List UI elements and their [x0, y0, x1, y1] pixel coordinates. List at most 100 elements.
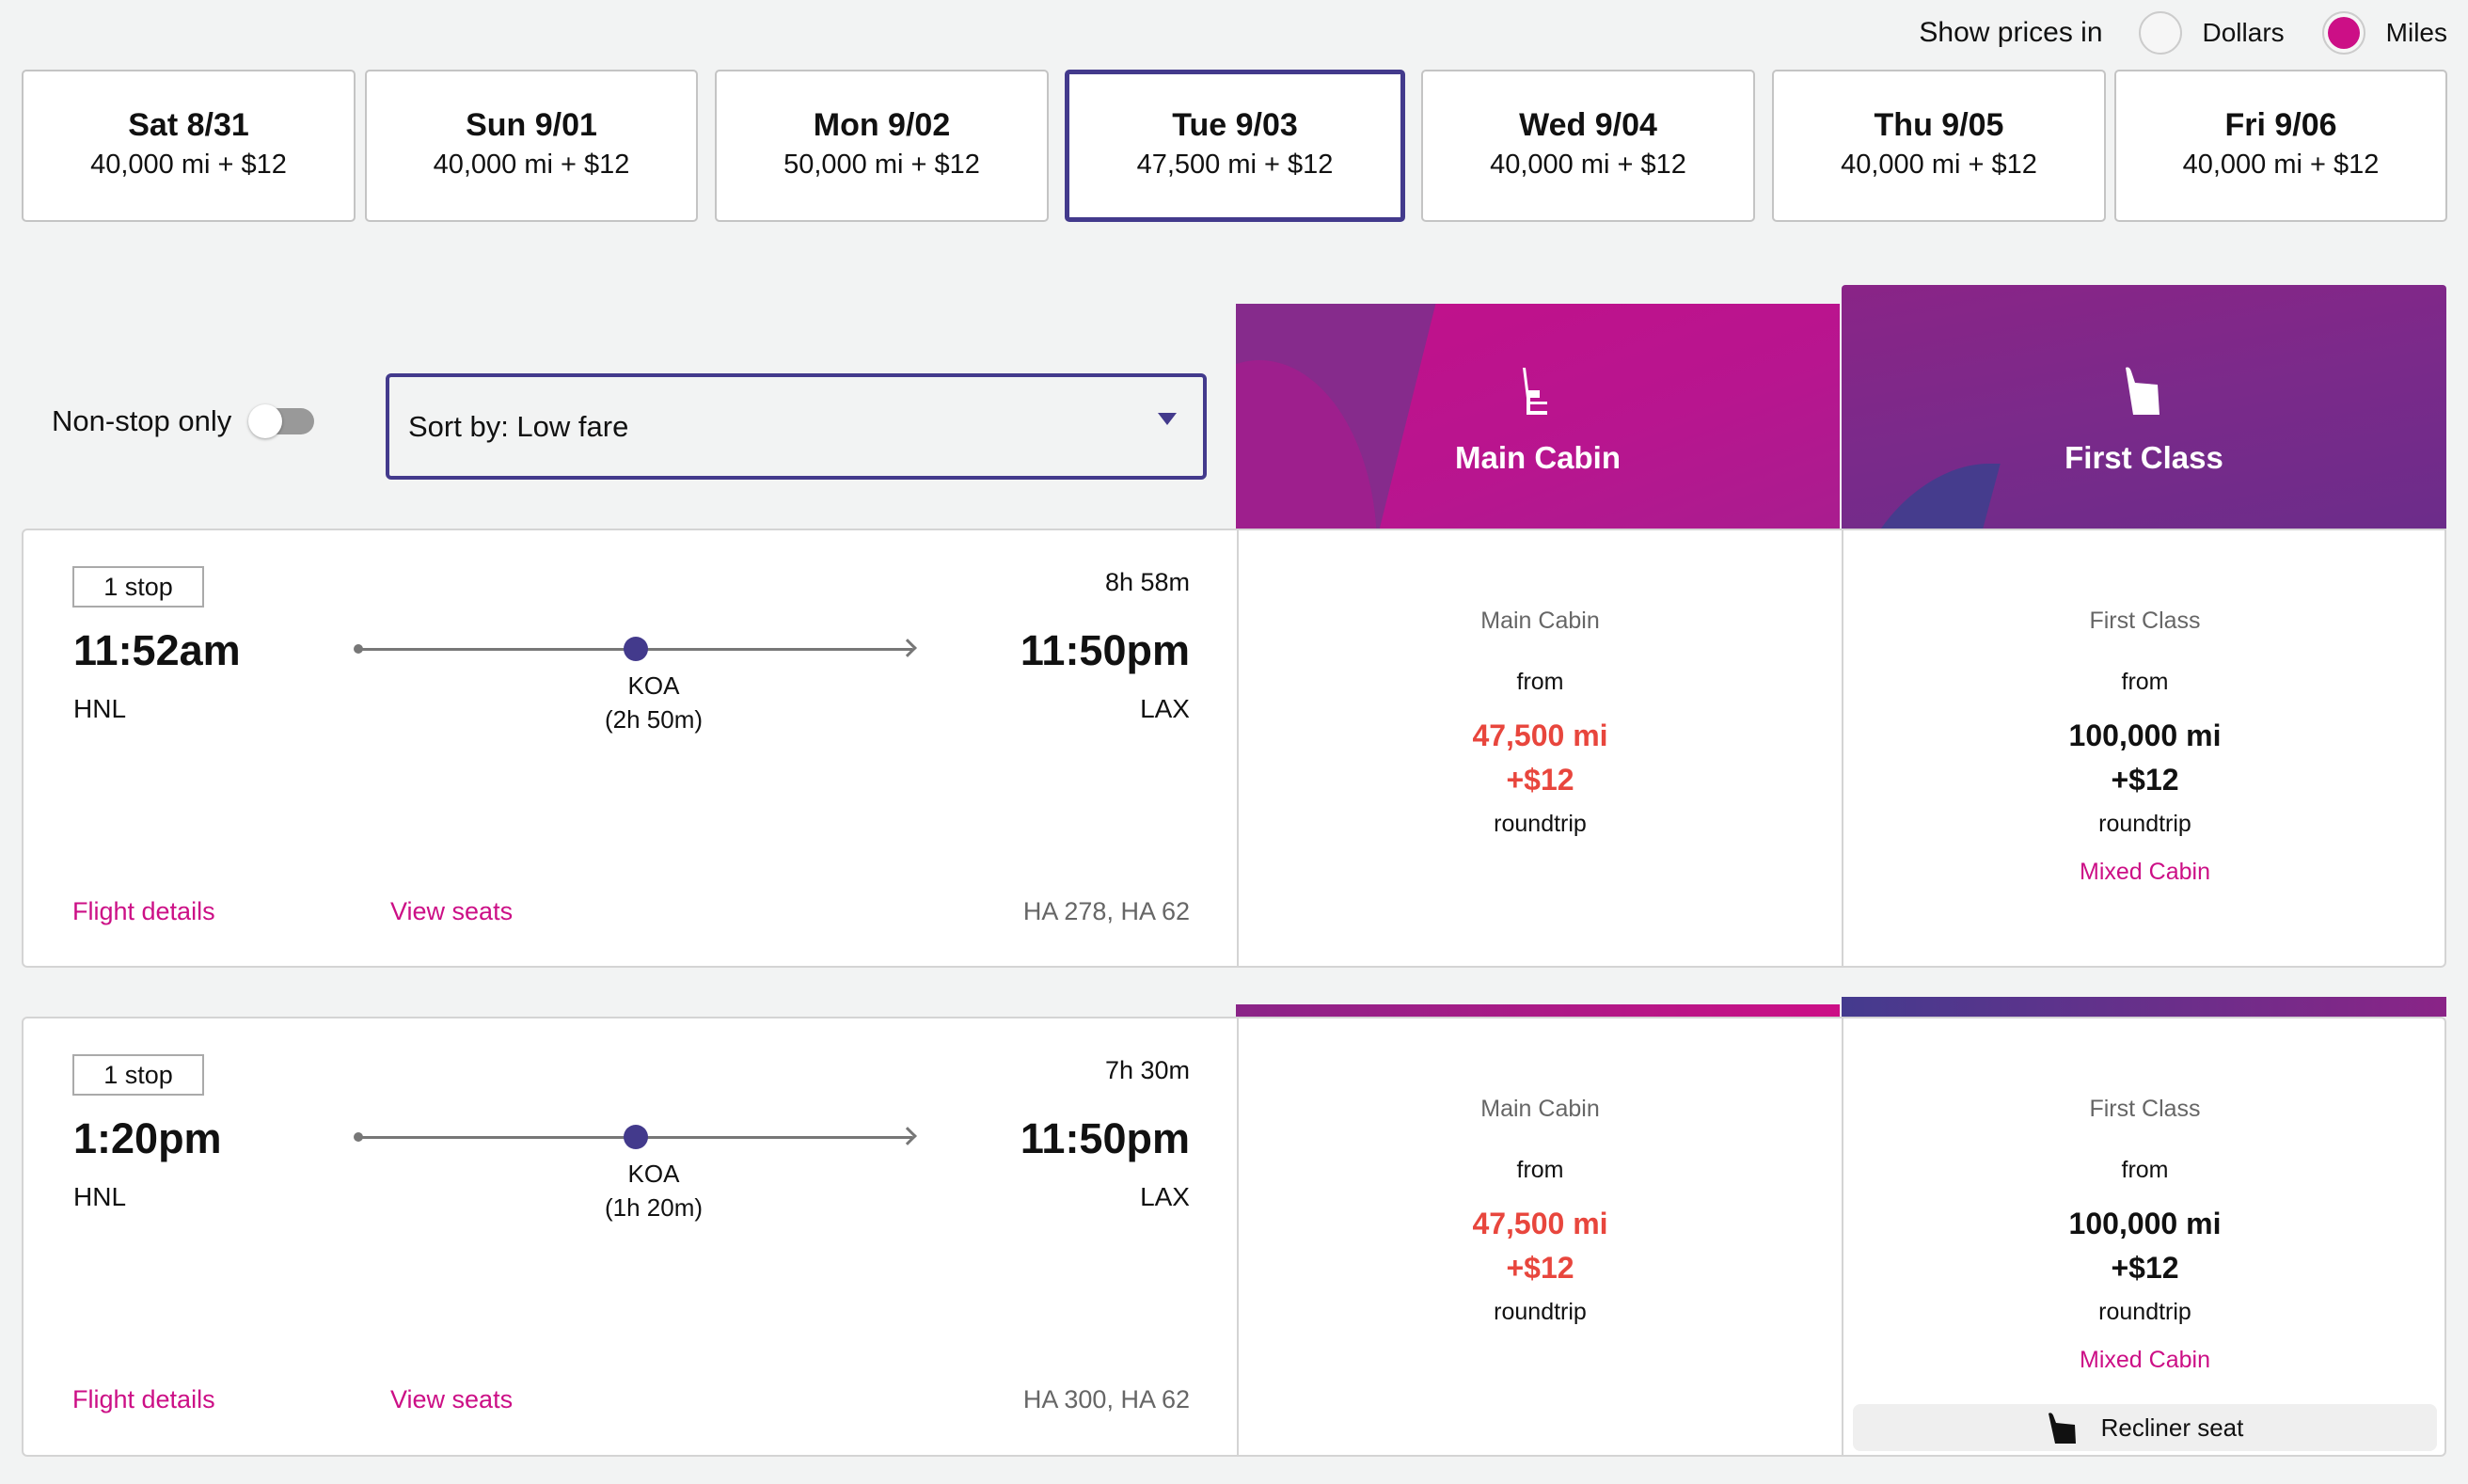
layover-airport: KOA — [627, 1160, 680, 1188]
first-class-strip — [1842, 997, 2446, 1017]
route-line — [354, 1125, 917, 1149]
date-tab-day: Sat 8/31 — [128, 107, 249, 143]
total-duration: 8h 58m — [1104, 568, 1190, 596]
stops-badge: 1 stop — [72, 566, 204, 608]
fare-trip-type: roundtrip — [1494, 811, 1587, 837]
layover-dot — [624, 1125, 648, 1149]
fare-from-label: from — [2121, 669, 2169, 695]
destination-airport: LAX — [1140, 694, 1190, 723]
fare-cabin-label: Main Cabin — [1480, 1096, 1600, 1122]
date-tab-day: Tue 9/03 — [1172, 107, 1298, 143]
origin-airport: HNL — [73, 1182, 127, 1211]
date-tab-price: 50,000 mi + $12 — [783, 150, 980, 180]
sort-value: Sort by: Low fare — [408, 409, 629, 443]
layover-duration: (1h 20m) — [604, 1193, 704, 1222]
departure-time: 1:20pm — [73, 1114, 222, 1162]
main-cabin-header: Main Cabin — [1236, 304, 1840, 529]
fare-fee: +$12 — [1506, 1251, 1574, 1285]
nonstop-filter: Non-stop only — [52, 404, 315, 438]
route-start-dot — [354, 644, 363, 654]
route-start-dot — [354, 1132, 363, 1142]
date-tab[interactable]: Wed 9/04 40,000 mi + $12 — [1421, 70, 1755, 222]
price-unit-toggle: Show prices in Dollars Miles — [1919, 11, 2447, 55]
fare-from-label: from — [1516, 1157, 1564, 1183]
recliner-seat-icon — [2125, 367, 2160, 415]
miles-radio[interactable] — [2321, 11, 2365, 55]
view-seats-link[interactable]: View seats — [390, 1385, 514, 1413]
date-tab[interactable]: Mon 9/02 50,000 mi + $12 — [715, 70, 1049, 222]
main-cabin-strip — [1236, 1004, 1840, 1017]
date-tab-price: 40,000 mi + $12 — [90, 150, 287, 180]
arrival-time: 11:50pm — [1020, 1114, 1190, 1162]
date-tab-price: 40,000 mi + $12 — [1841, 150, 2037, 180]
miles-label[interactable]: Miles — [2385, 18, 2447, 47]
date-tab-day: Thu 9/05 — [1874, 107, 2004, 143]
main-cabin-fare[interactable]: Main Cabin from 47,500 mi +$12 roundtrip — [1237, 1018, 1842, 1455]
first-class-fare[interactable]: First Class from 100,000 mi +$12 roundtr… — [1842, 1018, 2446, 1455]
date-tab[interactable]: Thu 9/05 40,000 mi + $12 — [1772, 70, 2106, 222]
origin-airport: HNL — [73, 694, 127, 723]
main-cabin-fare[interactable]: Main Cabin from 47,500 mi +$12 roundtrip — [1237, 530, 1842, 966]
date-tab-price: 40,000 mi + $12 — [2182, 150, 2380, 180]
fare-trip-type: roundtrip — [2098, 1299, 2191, 1325]
first-class-fare[interactable]: First Class from 100,000 mi +$12 roundtr… — [1842, 530, 2446, 966]
fare-fee: +$12 — [2111, 1251, 2179, 1285]
show-prices-label: Show prices in — [1919, 17, 2103, 48]
date-tab[interactable]: Fri 9/06 40,000 mi + $12 — [2114, 70, 2447, 222]
date-tab-day: Wed 9/04 — [1519, 107, 1657, 143]
total-duration: 7h 30m — [1104, 1056, 1190, 1084]
flight-details-link[interactable]: Flight details — [72, 897, 215, 925]
date-tab-selected[interactable]: Tue 9/03 47,500 mi + $12 — [1065, 70, 1405, 222]
flight-result-row: 1 stop 8h 58m 11:52am 11:50pm HNL LAX KO… — [22, 529, 2446, 968]
flight-details-link[interactable]: Flight details — [72, 1385, 215, 1413]
main-cabin-title: Main Cabin — [1454, 440, 1621, 475]
date-tab-price: 40,000 mi + $12 — [1490, 150, 1686, 180]
date-tab[interactable]: Sat 8/31 40,000 mi + $12 — [22, 70, 356, 222]
caret-down-icon — [1158, 413, 1177, 425]
view-seats-link[interactable]: View seats — [390, 897, 514, 925]
fare-trip-type: roundtrip — [2098, 811, 2191, 837]
seat-type-badge: Recliner seat — [1853, 1404, 2437, 1451]
dollars-radio[interactable] — [2138, 11, 2182, 55]
fare-miles: 47,500 mi — [1472, 1207, 1608, 1240]
arrow-right-icon — [898, 639, 917, 657]
flight-numbers: HA 278, HA 62 — [1022, 897, 1190, 925]
fare-cabin-label: First Class — [2089, 1096, 2201, 1122]
seat-icon — [1523, 368, 1547, 415]
date-tab[interactable]: Sun 9/01 40,000 mi + $12 — [365, 70, 698, 222]
nonstop-toggle[interactable] — [248, 404, 315, 438]
fare-cabin-label: Main Cabin — [1480, 608, 1600, 634]
first-class-title: First Class — [2065, 440, 2223, 475]
mixed-cabin-link[interactable]: Mixed Cabin — [2080, 1347, 2210, 1373]
date-tab-day: Mon 9/02 — [813, 107, 951, 143]
fare-fee: +$12 — [1506, 763, 1574, 797]
arrow-right-icon — [898, 1127, 917, 1145]
seat-type-label: Recliner seat — [2100, 1413, 2244, 1442]
date-tab-price: 47,500 mi + $12 — [1136, 150, 1334, 180]
date-tab-day: Fri 9/06 — [2224, 107, 2337, 143]
arrival-time: 11:50pm — [1020, 626, 1190, 674]
flight-summary: 1 stop 8h 58m 11:52am 11:50pm HNL LAX KO… — [24, 530, 1237, 966]
mixed-cabin-link[interactable]: Mixed Cabin — [2080, 859, 2210, 885]
fare-from-label: from — [1516, 669, 1564, 695]
fare-fee: +$12 — [2111, 763, 2179, 797]
recliner-seat-icon — [2048, 1413, 2076, 1444]
flight-summary: 1 stop 7h 30m 1:20pm 11:50pm HNL LAX KOA… — [24, 1018, 1237, 1455]
fare-miles: 100,000 mi — [2068, 718, 2222, 752]
departure-time: 11:52am — [73, 626, 241, 674]
layover-dot — [624, 637, 648, 661]
dollars-label[interactable]: Dollars — [2202, 18, 2285, 47]
fare-from-label: from — [2121, 1157, 2169, 1183]
date-tab-price: 40,000 mi + $12 — [433, 150, 630, 180]
destination-airport: LAX — [1140, 1182, 1190, 1211]
route-line — [354, 637, 917, 661]
layover-duration: (2h 50m) — [604, 705, 704, 734]
fare-cabin-label: First Class — [2089, 608, 2201, 634]
nonstop-label: Non-stop only — [52, 404, 232, 437]
flight-numbers: HA 300, HA 62 — [1022, 1385, 1190, 1413]
first-class-header: First Class — [1842, 285, 2446, 529]
fare-trip-type: roundtrip — [1494, 1299, 1587, 1325]
stops-badge: 1 stop — [72, 1054, 204, 1096]
date-tab-day: Sun 9/01 — [466, 107, 597, 143]
sort-dropdown[interactable]: Sort by: Low fare — [386, 373, 1207, 480]
